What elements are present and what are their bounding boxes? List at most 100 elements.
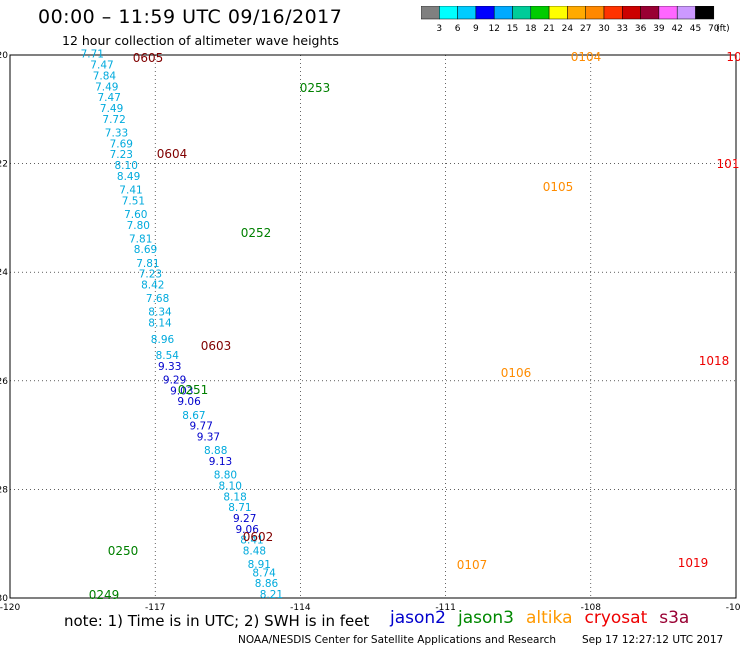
pass-time-label: 1018 (699, 354, 730, 368)
wave-height-value: 9.06 (236, 524, 260, 536)
colorbar-swatch (695, 6, 715, 20)
wave-height-map: -120 -117 -114 -111 -108 -105 -20 -22 -24 -26 -28 -… (0, 49, 740, 610)
pass-time-label: 0250 (108, 544, 139, 558)
lat-tick-label: -20 (0, 51, 8, 61)
lon-tick-label: -108 (581, 603, 602, 610)
wave-height-value: 9.03 (170, 385, 193, 397)
wave-height-value: 7.80 (127, 220, 150, 232)
colorbar-tick-label: 18 (525, 24, 537, 34)
pass-time-label: 0252 (241, 226, 272, 240)
colorbar-tick-label: 6 (455, 24, 461, 34)
colorbar-tick-label: 36 (635, 24, 647, 34)
wave-height-value: 7.41 (119, 185, 142, 197)
wave-height-value: 7.81 (136, 258, 159, 270)
colorbar-tick-label: 30 (598, 24, 610, 34)
pass-time-label: 1019 (678, 556, 709, 570)
wave-height-value: 8.74 (252, 567, 276, 579)
wave-height-value: 8.88 (204, 445, 227, 457)
wave-height-value: 8.10 (115, 160, 138, 172)
lat-tick-label: -24 (0, 268, 8, 278)
pass-time-label: 0249 (89, 588, 120, 602)
lat-tick-label: -22 (0, 160, 8, 170)
wave-height-value: 8.80 (214, 470, 237, 482)
wave-height-value: 8.18 (223, 491, 246, 503)
wave-height-value: 7.72 (102, 114, 125, 126)
colorbar-tick-label: 70 (708, 24, 720, 34)
wave-height-value: 8.67 (182, 410, 205, 422)
wave-height-value: 7.47 (90, 60, 113, 72)
wave-height-value: 7.23 (139, 269, 162, 281)
pass-time-label: 0104 (571, 50, 602, 64)
colorbar-tick-label: 42 (671, 24, 682, 34)
wave-height-value: 8.69 (134, 244, 157, 256)
wave-height-value: 7.81 (129, 233, 152, 245)
wave-height-value: 7.68 (146, 293, 169, 305)
wave-height-value: 8.10 (219, 480, 242, 492)
wave-height-value: 7.60 (124, 209, 147, 221)
wave-height-value: 8.34 (148, 307, 172, 319)
legend-item-altika: altika (526, 608, 573, 628)
wave-height-value: 9.29 (163, 375, 186, 387)
wave-height-value: 8.71 (228, 502, 251, 514)
wave-height-value: 8.91 (248, 559, 271, 571)
wave-height-value: 8.48 (243, 546, 266, 558)
lon-tick-label: -117 (145, 603, 165, 610)
wave-height-value: 7.69 (110, 138, 133, 150)
pass-time-label: 0105 (543, 180, 574, 194)
legend-item-jason3: jason3 (458, 608, 514, 628)
wave-height-value: 9.33 (158, 361, 181, 373)
wave-height-value: 8.86 (255, 578, 279, 590)
pass-time-label: 0603 (201, 339, 232, 353)
legend-item-cryosat: cryosat (584, 608, 648, 628)
pass-time-label: 0605 (133, 51, 164, 65)
wave-height-value: 7.33 (105, 127, 128, 139)
wave-height-value: 8.49 (117, 171, 140, 183)
credit-line: NOAA/NESDIS Center for Satellite Applica… (238, 634, 556, 646)
colorbar-tick-label: 45 (690, 24, 701, 34)
lon-tick-label: -111 (435, 603, 455, 610)
legend-item-jason2: jason2 (390, 608, 446, 628)
color-scale-bar: 3 6 9 12 15 18 21 24 27 30 33 36 39 42 45 70(ft) (421, 6, 730, 34)
legend-item-s3a: s3a (659, 608, 690, 628)
lon-tick-label: -120 (0, 603, 20, 610)
lat-tick-label: -28 (0, 485, 8, 495)
pass-time-label: 10 (726, 50, 740, 64)
wave-height-value: 9.06 (177, 396, 201, 408)
lat-tick-label: -30 (0, 594, 8, 604)
lat-tick-label: -26 (0, 377, 8, 387)
pass-time-label: 101 (717, 157, 740, 171)
wave-height-value: 7.71 (81, 49, 104, 61)
wave-height-value: 9.27 (233, 513, 256, 525)
pass-time-label: 0253 (300, 81, 331, 95)
colorbar-tick-label: 39 (653, 24, 665, 34)
wave-height-value: 8.54 (156, 350, 180, 362)
pass-time-label: 0251 (178, 383, 209, 397)
colorbar-tick-label: 27 (580, 24, 591, 34)
map-frame (9, 54, 737, 599)
colorbar-tick-label: 12 (488, 24, 499, 34)
wave-height-value: 7.51 (122, 195, 145, 207)
wave-height-value: 8.42 (141, 280, 164, 292)
colorbar-tick-label: (ft) (716, 24, 730, 34)
map-title: 00:00 – 11:59 UTC 09/16/2017 (38, 6, 343, 28)
generation-timestamp: Sep 17 12:27:12 UTC 2017 (582, 634, 724, 646)
colorbar-tick-label: 15 (507, 24, 518, 34)
wave-height-value: 8.21 (260, 589, 283, 601)
wave-height-value: 7.23 (110, 149, 133, 161)
colorbar-tick-label: 24 (562, 24, 574, 34)
wave-height-value: 9.77 (190, 421, 213, 433)
colorbar-tick-label: 21 (543, 24, 554, 34)
wave-height-value: 8.96 (151, 334, 175, 346)
pass-time-label: 0604 (157, 147, 188, 161)
wave-height-value: 8.41 (240, 535, 263, 547)
colorbar-tick-label: 33 (617, 24, 628, 34)
wave-height-value: 9.13 (209, 456, 232, 468)
colorbar-tick-label: 9 (473, 24, 479, 34)
colorbar-tick-label: 3 (436, 24, 442, 34)
wave-height-value: 7.84 (93, 70, 117, 82)
satellite-legend: jason2 jason3 altika cryosat s3a (390, 608, 701, 628)
pass-time-label: 0602 (243, 530, 274, 544)
wave-height-value: 9.37 (197, 432, 220, 444)
wave-height-value: 7.49 (100, 103, 123, 115)
map-subtitle: 12 hour collection of altimeter wave hei… (62, 33, 339, 48)
